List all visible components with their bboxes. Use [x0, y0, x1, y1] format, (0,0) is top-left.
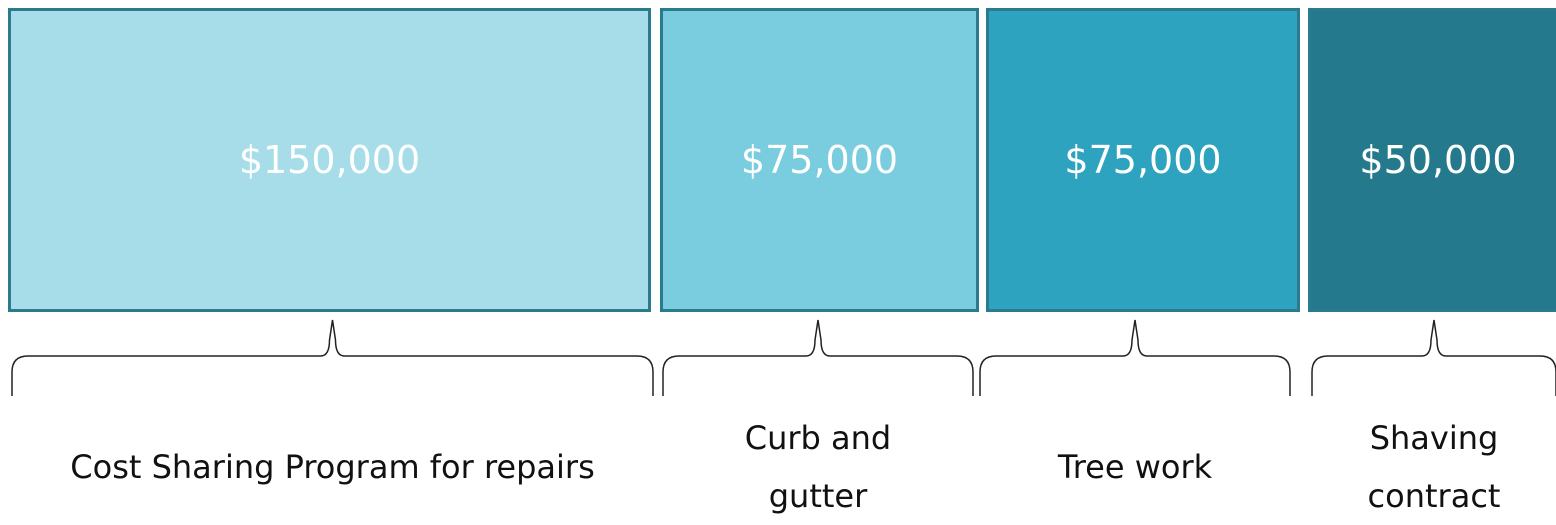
budget-box: $75,000 [660, 8, 979, 312]
item-label: Curb and gutter [744, 418, 892, 515]
budget-box: $50,000 [1308, 8, 1556, 312]
amount: $150,000 [238, 138, 421, 182]
budget-box: $75,000 [986, 8, 1300, 312]
budget-box: $150,000 [8, 8, 651, 312]
brace [11, 319, 654, 396]
brace [662, 319, 974, 396]
item-label: Cost Sharing Program for repairs [70, 447, 595, 486]
amount: $75,000 [1064, 138, 1222, 182]
amount: $75,000 [740, 138, 899, 182]
amount: $50,000 [1359, 138, 1517, 182]
item-label: Shaving contract [1367, 418, 1501, 515]
item-label: Tree work [1057, 447, 1213, 486]
brace [1311, 319, 1556, 396]
brace [979, 319, 1291, 396]
